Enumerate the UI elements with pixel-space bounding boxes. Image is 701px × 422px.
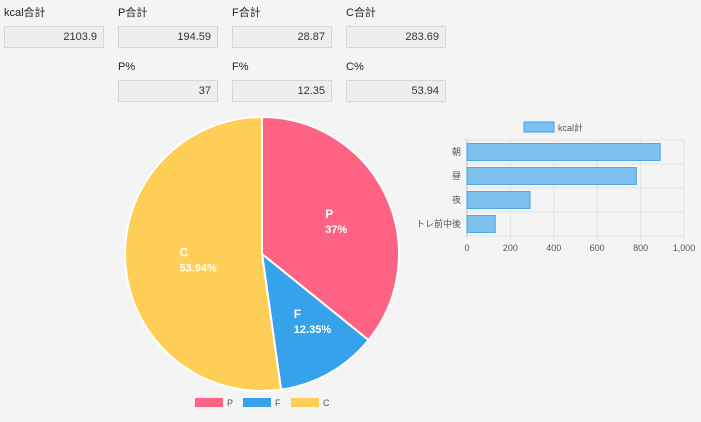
p-percent-field: P% 37 <box>118 60 218 102</box>
bar-x-tick-label: 800 <box>633 243 648 253</box>
c-total-field: C合計 283.69 <box>346 6 446 48</box>
pie-slice-c <box>124 115 283 392</box>
f-total-label: F合計 <box>232 7 261 19</box>
bar-1 <box>466 143 661 161</box>
p-percent-value: 37 <box>118 80 218 102</box>
f-percent-label: F% <box>232 61 249 73</box>
bar-category-label: トレ前中後 <box>416 218 461 229</box>
pie-legend-label-c: C <box>323 398 330 408</box>
pie-legend-label-f: F <box>275 398 281 408</box>
f-total-field: F合計 28.87 <box>232 6 332 48</box>
bar-category-label: 夜 <box>452 194 461 205</box>
kcal-total-field: kcal合計 2103.9 <box>4 6 104 48</box>
c-percent-value: 53.94 <box>346 80 446 102</box>
pie-slice-f <box>260 251 370 391</box>
c-total-label: C合計 <box>346 7 376 19</box>
bar-legend-swatch <box>523 121 555 133</box>
pie-label-f: F <box>294 307 301 321</box>
pie-legend-swatch-f <box>243 398 271 407</box>
bar-2 <box>466 167 637 185</box>
p-total-label: P合計 <box>118 7 148 19</box>
bar-x-tick-label: 1,000 <box>673 243 696 253</box>
c-percent-field: C% 53.94 <box>346 60 446 102</box>
pie-legend-label-p: P <box>227 398 233 408</box>
p-total-value: 194.59 <box>118 26 218 48</box>
p-total-field: P合計 194.59 <box>118 6 218 48</box>
pie-legend-swatch-p <box>195 398 223 407</box>
bar-legend-label: kcal計 <box>558 122 583 133</box>
bar-x-tick-label: 200 <box>503 243 518 253</box>
pie-label-p: P <box>325 207 333 221</box>
bar-x-tick-label: 0 <box>464 243 469 253</box>
c-total-value: 283.69 <box>346 26 446 48</box>
bar-3 <box>466 191 531 209</box>
bar-category-label: 朝 <box>452 147 461 157</box>
pie-value-f: 12.35% <box>294 324 332 336</box>
bar-category-label: 昼 <box>452 171 461 181</box>
p-percent-label: P% <box>118 61 136 73</box>
pie-value-c: 53.94% <box>179 262 217 274</box>
kcal-total-label: kcal合計 <box>4 7 46 19</box>
bar-4 <box>466 215 496 233</box>
kcal-total-value: 2103.9 <box>4 26 104 48</box>
bar-x-tick-label: 600 <box>590 243 605 253</box>
bar-x-tick-label: 400 <box>546 243 561 253</box>
f-percent-field: F% 12.35 <box>232 60 332 102</box>
pie-label-c: C <box>179 245 188 259</box>
f-percent-value: 12.35 <box>232 80 332 102</box>
f-total-value: 28.87 <box>232 26 332 48</box>
pie-slice-p <box>261 115 400 342</box>
pie-legend-swatch-c <box>291 398 319 407</box>
pie-value-p: 37% <box>325 224 347 236</box>
c-percent-label: C% <box>346 61 364 73</box>
